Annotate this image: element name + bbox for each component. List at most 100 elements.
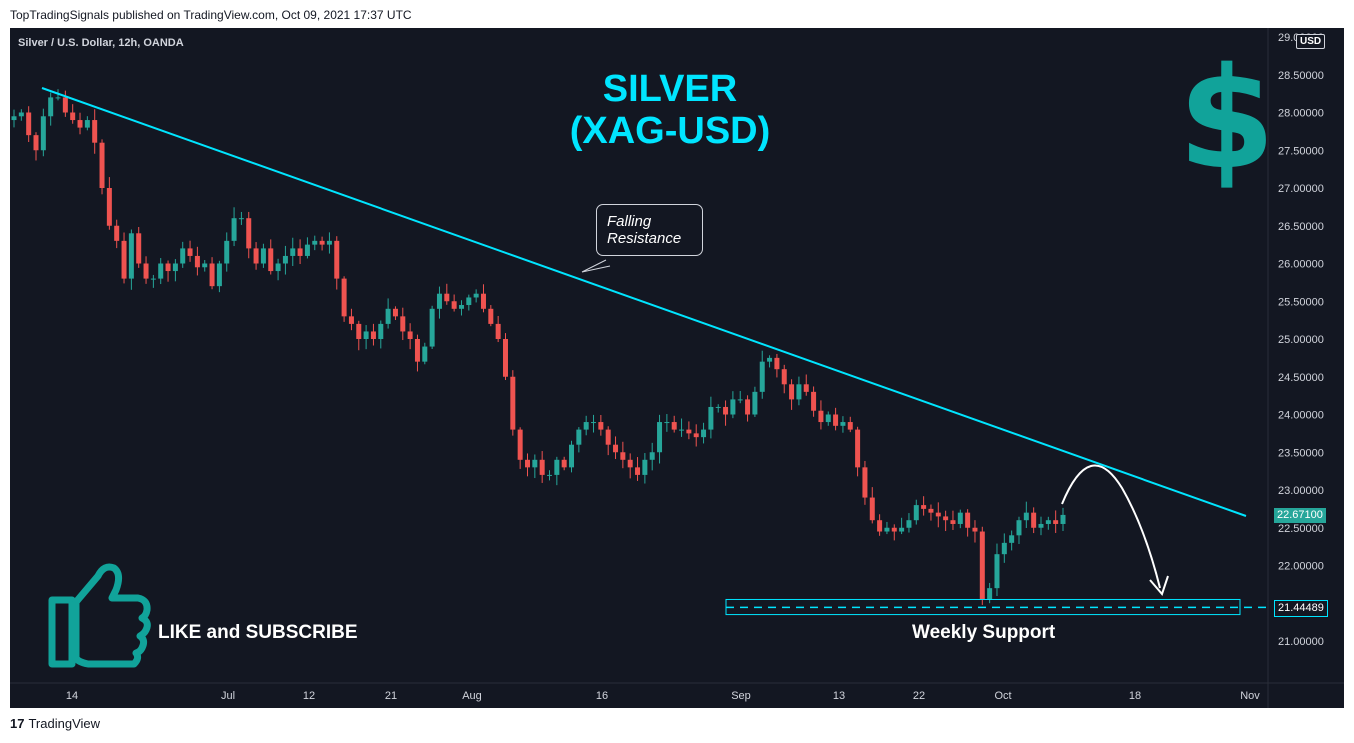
candle-body [62, 97, 68, 113]
publish-line: TopTradingSignals published on TradingVi… [10, 8, 412, 22]
price-chart[interactable]: 29.0000028.5000028.0000027.5000027.00000… [10, 28, 1344, 708]
candle-body [517, 429, 523, 460]
y-tick-label: 24.00000 [1278, 410, 1324, 422]
candle-body [862, 467, 868, 498]
candle-body [737, 399, 743, 401]
candle-body [297, 248, 303, 256]
candle-body [627, 459, 633, 468]
currency-badge[interactable]: USD [1296, 34, 1326, 49]
projection-arrow [1061, 464, 1161, 589]
candle-body [290, 248, 296, 256]
candle-body [561, 459, 567, 468]
candle-body [642, 459, 648, 475]
x-tick-label: 18 [1129, 690, 1141, 702]
candle-body [547, 474, 553, 476]
candle-body [55, 97, 61, 99]
footer-brand[interactable]: TradingView [28, 716, 101, 731]
x-tick-label: 21 [385, 690, 397, 702]
y-tick-label: 27.00000 [1278, 183, 1324, 195]
candle-body [1053, 520, 1059, 524]
candle-body [209, 263, 215, 287]
candle-body [400, 316, 406, 332]
candle-body [238, 218, 244, 220]
candle-body [436, 293, 442, 309]
title-line-2: (XAG-USD) [569, 110, 771, 152]
thumbs-up-icon [48, 563, 151, 668]
candle-body [598, 422, 604, 430]
candle-body [730, 399, 736, 415]
candle-body [613, 444, 619, 453]
candle-body [326, 240, 332, 245]
y-tick-label: 22.00000 [1278, 561, 1324, 573]
y-tick-label: 23.00000 [1278, 485, 1324, 497]
candle-body [657, 422, 663, 453]
candle-body [488, 308, 494, 324]
candle-body [172, 263, 178, 272]
x-tick-label: Jul [221, 690, 235, 702]
candle-body [136, 233, 142, 264]
candle-body [341, 278, 347, 317]
candle-series [11, 89, 1066, 605]
candle-body [92, 120, 98, 143]
candle-body [495, 323, 501, 339]
candle-body [282, 255, 288, 264]
candle-body [833, 414, 839, 426]
candle-body [569, 444, 575, 468]
candle-body [957, 512, 963, 524]
candle-body [253, 248, 259, 264]
candle-body [356, 323, 362, 339]
candle-body [466, 297, 472, 306]
candle-body [539, 459, 545, 475]
like-subscribe-text: LIKE and SUBSCRIBE [158, 622, 358, 643]
candle-body [268, 248, 274, 272]
candle-body [510, 376, 516, 430]
y-tick-label: 23.50000 [1278, 447, 1324, 459]
projection-arrowhead [1149, 575, 1169, 596]
candle-body [275, 263, 281, 272]
candle-body [1045, 520, 1051, 524]
x-tick-label: 12 [303, 690, 315, 702]
callout-line-2: Resistance [607, 230, 682, 247]
candle-body [216, 263, 222, 287]
candle-body [370, 331, 376, 339]
candle-body [884, 527, 890, 532]
candle-body [1016, 520, 1022, 536]
candle-body [576, 429, 582, 445]
time-axis: 14 Jul 12 21 Aug 16 Sep 13 22 Oct 18 Nov [66, 690, 1260, 702]
footer: 17 TradingView [10, 716, 100, 731]
candle-body [363, 331, 369, 339]
tradingview-logo-icon: 17 [10, 716, 25, 731]
y-tick-label: 22.50000 [1278, 523, 1324, 535]
callout-line-1: Falling [607, 213, 652, 230]
candle-body [1031, 512, 1037, 528]
candle-body [180, 248, 186, 264]
title-line-1: SILVER [602, 68, 738, 110]
candle-body [620, 452, 626, 460]
candle-body [194, 255, 200, 268]
candle-body [1009, 535, 1015, 543]
candle-body [679, 429, 685, 431]
y-tick-label: 25.50000 [1278, 296, 1324, 308]
candle-body [392, 308, 398, 317]
candle-body [312, 240, 318, 245]
falling-resistance-callout: Falling Resistance [596, 204, 703, 256]
candle-body [554, 459, 560, 475]
chart-overlays [41, 87, 1268, 616]
candle-body [18, 112, 24, 117]
y-tick-label: 25.00000 [1278, 334, 1324, 346]
candle-body [789, 384, 795, 400]
candle-body [899, 527, 905, 532]
candle-body [444, 293, 450, 302]
candle-body [950, 520, 956, 524]
chart-background [10, 28, 1344, 708]
candle-body [825, 414, 831, 423]
candle-body [686, 429, 692, 434]
candle-body [708, 406, 714, 430]
callout-pointer [581, 259, 611, 273]
x-tick-label: Sep [731, 690, 751, 702]
candle-body [877, 520, 883, 532]
y-tick-label: 26.50000 [1278, 221, 1324, 233]
candle-body [114, 225, 120, 241]
dollar-icon: $ [1178, 38, 1276, 201]
candle-body [407, 331, 413, 339]
